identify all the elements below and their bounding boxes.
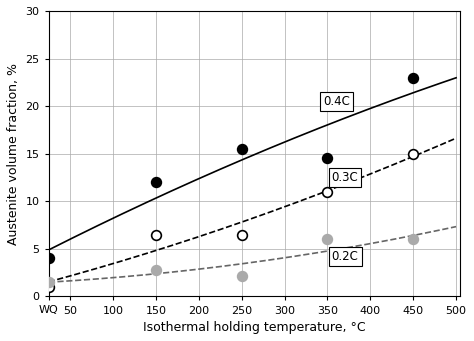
X-axis label: Isothermal holding temperature, °C: Isothermal holding temperature, °C — [143, 321, 366, 334]
Text: 0.4C: 0.4C — [323, 95, 350, 108]
Y-axis label: Austenite volume fraction, %: Austenite volume fraction, % — [7, 63, 20, 245]
Text: 0.2C: 0.2C — [332, 250, 359, 263]
Text: 0.3C: 0.3C — [332, 171, 358, 184]
